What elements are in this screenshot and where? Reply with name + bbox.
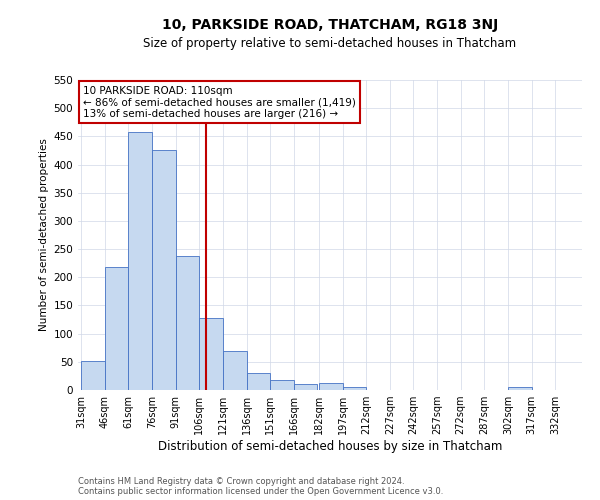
Text: Size of property relative to semi-detached houses in Thatcham: Size of property relative to semi-detach… <box>143 38 517 51</box>
Bar <box>128 132 152 390</box>
Bar <box>176 256 199 390</box>
Bar <box>223 350 247 390</box>
Bar <box>343 387 366 390</box>
Bar <box>152 150 176 390</box>
Text: Contains HM Land Registry data © Crown copyright and database right 2024.: Contains HM Land Registry data © Crown c… <box>78 478 404 486</box>
Bar <box>508 387 532 390</box>
Bar <box>319 383 343 390</box>
Bar <box>247 373 270 390</box>
Bar <box>270 380 294 390</box>
Bar <box>81 360 105 390</box>
Bar <box>294 384 317 390</box>
Y-axis label: Number of semi-detached properties: Number of semi-detached properties <box>39 138 49 332</box>
Text: Contains public sector information licensed under the Open Government Licence v3: Contains public sector information licen… <box>78 488 443 496</box>
Bar <box>199 318 223 390</box>
X-axis label: Distribution of semi-detached houses by size in Thatcham: Distribution of semi-detached houses by … <box>158 440 502 453</box>
Text: 10, PARKSIDE ROAD, THATCHAM, RG18 3NJ: 10, PARKSIDE ROAD, THATCHAM, RG18 3NJ <box>162 18 498 32</box>
Bar <box>105 267 128 390</box>
Text: 10 PARKSIDE ROAD: 110sqm
← 86% of semi-detached houses are smaller (1,419)
13% o: 10 PARKSIDE ROAD: 110sqm ← 86% of semi-d… <box>83 86 356 119</box>
